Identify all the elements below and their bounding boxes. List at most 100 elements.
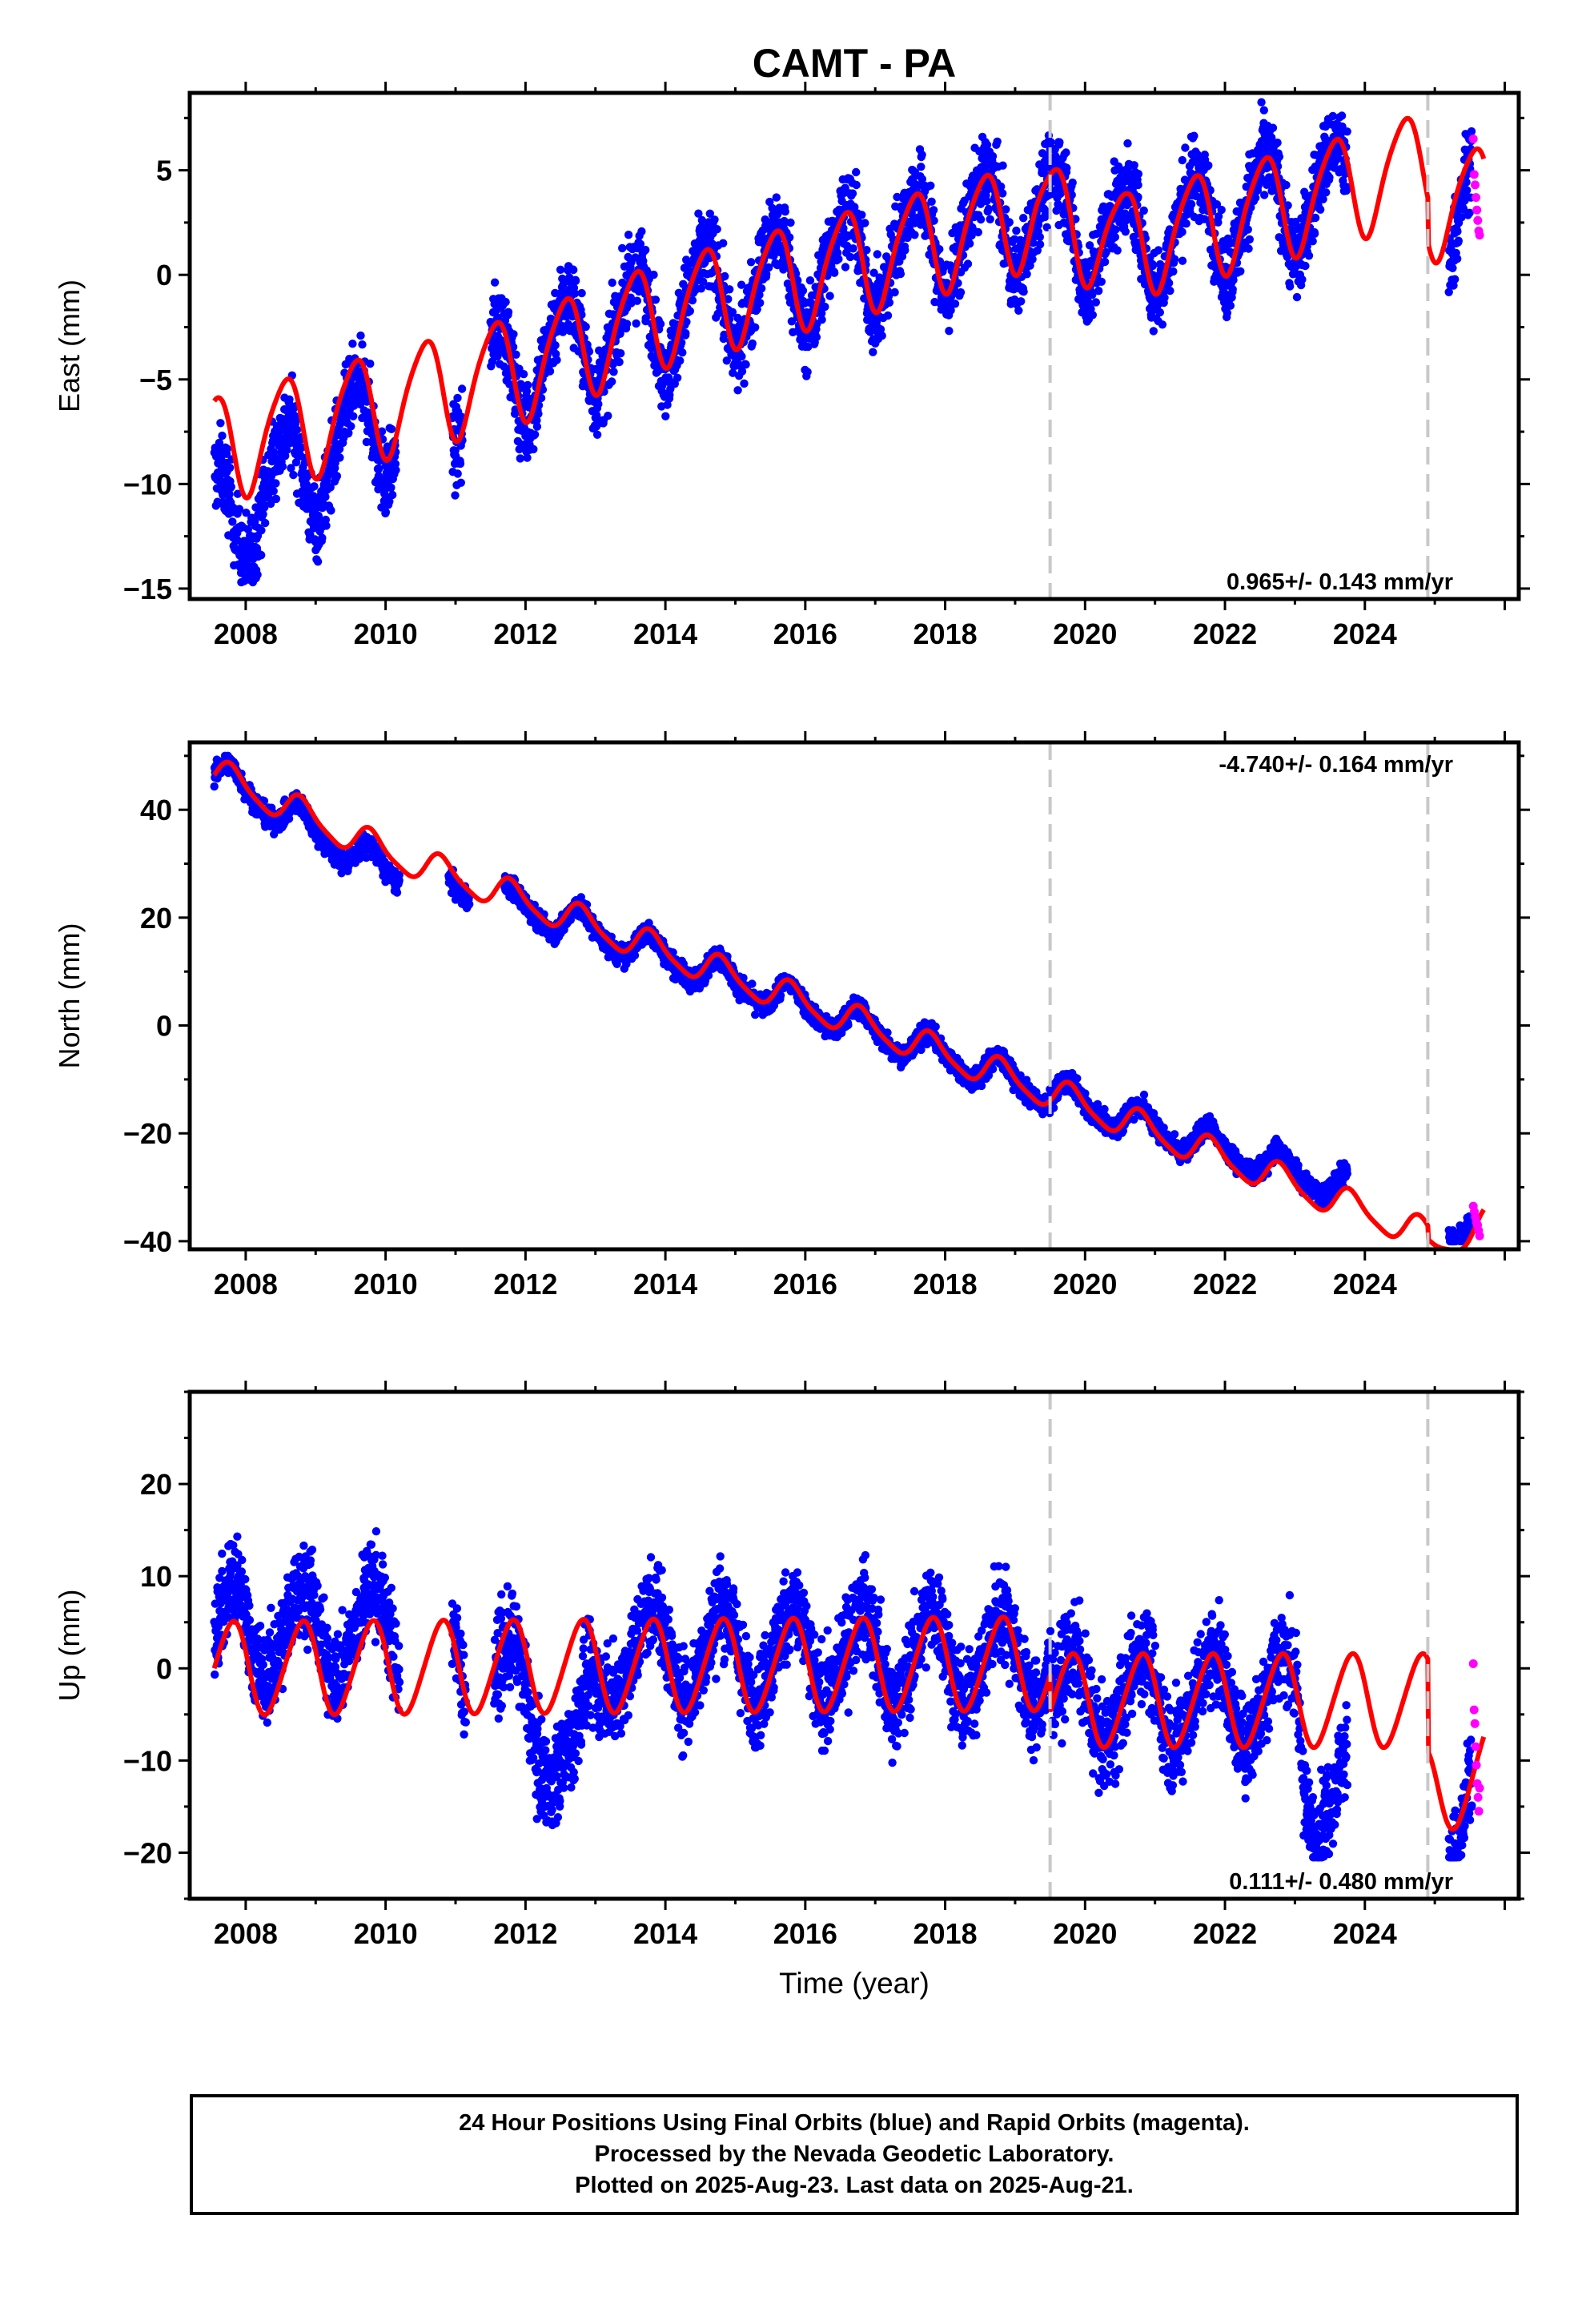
east-final-point [453,393,462,403]
east-final-point [741,360,750,369]
east-final-point [1228,285,1237,294]
east-final-point [917,151,926,159]
east-final-point [986,215,994,223]
east-final-point [1343,127,1351,136]
east-final-point [259,510,267,519]
east-final-point [385,497,394,506]
east-final-point [609,368,618,376]
east-final-point [1088,311,1098,320]
east-final-point [509,330,518,339]
east-final-point [1155,308,1165,317]
east-final-point [1304,251,1314,260]
east-final-point [636,239,645,248]
east-velocity-label: 0.965+/- 0.143 mm/yr [1227,569,1453,595]
east-final-point [457,384,467,393]
east-final-point [490,278,500,287]
east-final-point [805,276,815,285]
east-final-point [1453,254,1462,263]
east-final-point [253,570,262,579]
east-final-point [242,509,251,517]
east-x-tick-label: 2020 [1053,617,1117,650]
east-final-point [381,508,391,517]
east-final-point [1121,227,1130,236]
east-final-point [725,285,734,294]
east-final-point [1453,227,1462,236]
east-final-point [592,411,601,420]
east-final-point [757,284,766,293]
east-final-point [451,491,460,500]
east-final-point [615,357,624,367]
east-final-point [1002,205,1010,214]
east-final-point [927,197,936,206]
east-final-point [988,151,998,161]
east-final-point [327,506,335,515]
east-final-point [848,189,857,198]
east-final-point [1310,229,1319,238]
east-final-point [1148,261,1158,271]
north-final-point [210,782,219,791]
east-x-tick-label: 2016 [773,617,837,650]
east-final-point [632,319,640,328]
east-final-point [1322,188,1331,197]
east-final-point [830,268,839,277]
east-final-point [737,280,746,289]
east-final-point [1244,244,1253,253]
east-final-point [1178,227,1186,236]
east-final-point [519,370,528,379]
east-final-point [656,320,665,328]
east-rapid-point [1471,180,1480,190]
east-final-point [1451,275,1460,283]
east-final-point [235,505,244,513]
east-final-point [335,453,344,462]
east-final-point [1273,139,1282,147]
east-final-point [326,483,335,492]
east-final-point [287,464,295,472]
east-final-point [348,340,357,348]
east-final-point [1068,178,1077,187]
east-final-point [993,137,1002,146]
east-final-point [963,259,973,268]
east-final-point [1245,235,1255,244]
east-final-point [456,478,465,487]
east-final-point [387,424,396,433]
east-final-point [453,469,462,478]
east-final-point [283,445,291,455]
east-final-point [1292,292,1302,302]
east-final-point [493,352,502,361]
east-final-point [551,341,560,350]
east-final-point [1181,143,1190,152]
east-final-point [917,163,926,171]
east-final-point [523,380,532,390]
east-final-point [1178,155,1187,165]
east-final-point [974,227,983,237]
east-final-point [292,425,302,434]
east-final-point [998,161,1007,170]
east-final-point [885,298,894,307]
east-final-point [216,419,225,428]
east-final-point [677,338,686,348]
east-final-point [722,356,731,365]
east-final-point [825,292,834,300]
east-final-point [545,367,555,376]
east-final-point [1337,111,1347,120]
east-final-point [1259,106,1269,115]
east-final-point [673,373,682,382]
east-final-point [713,225,721,234]
east-final-point [685,307,694,316]
east-final-point [1311,213,1320,223]
east-final-point [1005,218,1014,227]
east-x-tick-label: 2022 [1193,617,1257,650]
east-final-point [1035,232,1045,242]
east-final-point [1170,255,1179,263]
east-final-point [516,454,524,463]
east-final-point [271,479,280,488]
east-final-point [1217,205,1226,215]
east-x-tick-label: 2010 [354,617,418,650]
east-final-point [391,465,400,475]
east-final-point [581,322,590,332]
east-plot-area [210,93,1487,599]
east-y-axis-title: East (mm) [53,279,86,412]
east-final-point [896,269,905,279]
east-final-point [562,312,571,321]
east-final-point [1123,139,1132,148]
